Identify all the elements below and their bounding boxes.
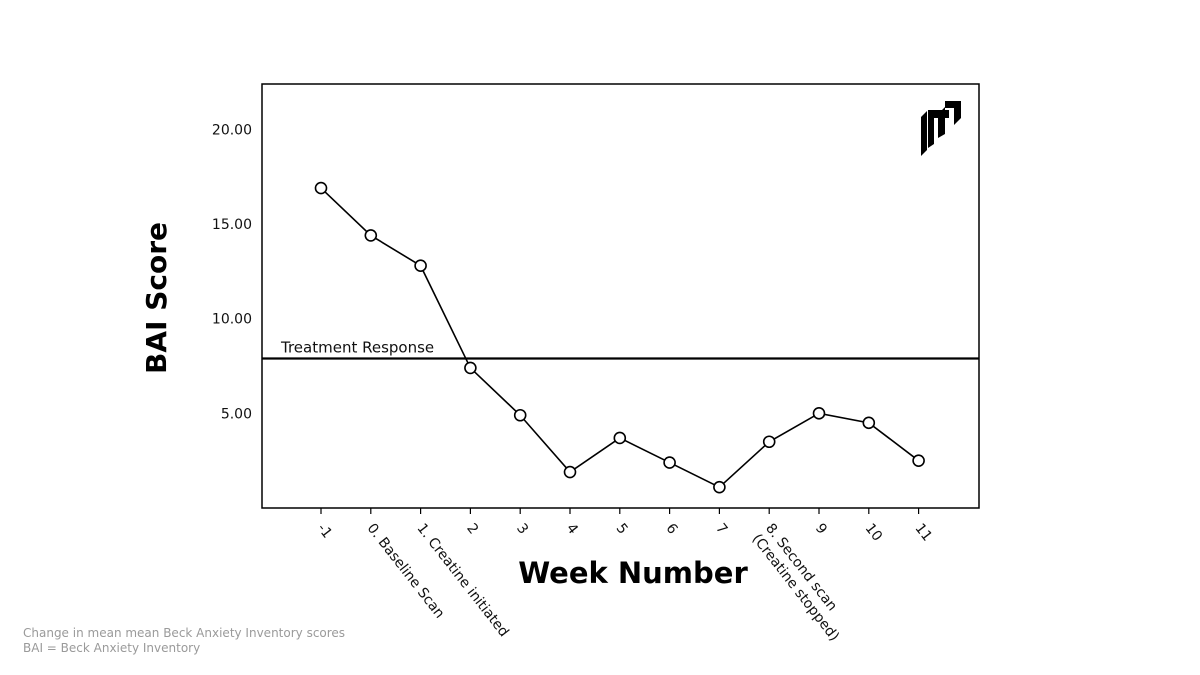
x-tick-label: 5 (613, 521, 631, 538)
y-axis-ticks: 5.00 10.00 15.00 20.00 (212, 122, 252, 422)
data-point (762, 435, 776, 449)
data-point (513, 408, 527, 422)
data-point (713, 480, 726, 494)
footnote-abbreviation: BAI = Beck Anxiety Inventory (23, 641, 201, 655)
data-point (563, 465, 577, 479)
x-tick-label: 3 (513, 521, 531, 538)
plot-area (261, 83, 980, 509)
x-tick-label: 9 (812, 521, 830, 538)
y-tick-label: 15.00 (212, 217, 252, 233)
data-point (862, 416, 876, 430)
x-tick-label: 4 (563, 521, 581, 538)
data-point (613, 431, 627, 445)
x-tick-label: -1 (314, 521, 335, 542)
x-tick-label: 2 (463, 521, 481, 538)
series-bai-score (314, 181, 925, 494)
data-point (414, 259, 427, 273)
y-tick-label: 10.00 (212, 312, 252, 328)
x-tick-label: 7 (712, 521, 730, 538)
x-tick-label: 1. Creatine initiated (413, 521, 511, 640)
data-point (663, 456, 676, 469)
y-tick-label: 20.00 (212, 122, 252, 138)
brand-logo-icon (921, 101, 961, 156)
footnotes: Change in mean mean Beck Anxiety Invento… (23, 626, 345, 656)
data-point (464, 361, 477, 375)
footnote-description: Change in mean mean Beck Anxiety Invento… (23, 626, 346, 640)
x-axis-title: Week Number (518, 556, 748, 590)
treatment-response-label: Treatment Response (280, 338, 434, 356)
treatment-response-reference: Treatment Response (262, 338, 979, 360)
x-tick-label: 6 (662, 521, 680, 538)
y-axis-title: BAI Score (140, 222, 173, 374)
data-point (364, 229, 378, 242)
data-point (912, 454, 925, 467)
x-tick-label: 11 (911, 521, 935, 545)
data-point (812, 407, 826, 420)
data-point (314, 181, 328, 195)
y-tick-label: 5.00 (221, 406, 252, 422)
x-tick-label: 10 (862, 521, 886, 545)
x-tick-label: 8. Second scan(Creatine stopped) (749, 521, 856, 645)
